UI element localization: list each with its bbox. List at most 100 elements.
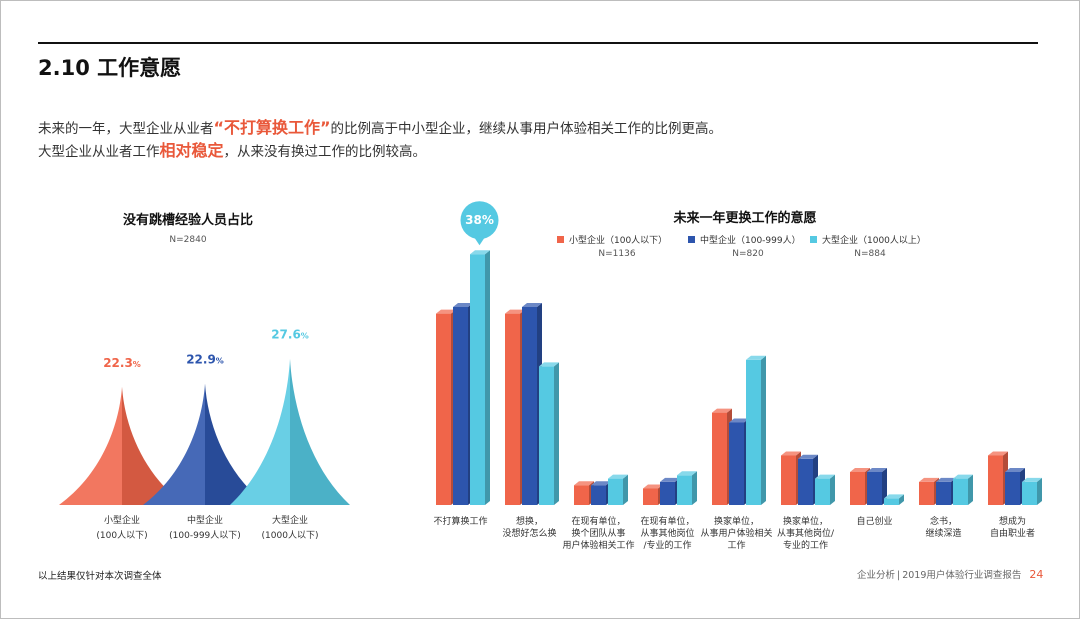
bar-category-label: 自己创业	[856, 515, 892, 527]
bar	[712, 412, 727, 505]
legend-n: N=1136	[598, 249, 635, 259]
callout-value: 38%	[465, 213, 494, 227]
intro-highlight: “不打算换工作”	[213, 118, 331, 137]
bar-category-label: 继续深造	[925, 527, 961, 539]
page-footer: 企业分析 | 2019用户体验行业调查报告 24	[857, 567, 1043, 581]
bar-category-label: 从事用户体验相关	[700, 527, 772, 539]
bar-side-face	[899, 494, 904, 505]
peak-category-sub: (100-999人以下)	[169, 530, 241, 541]
bar	[936, 481, 951, 505]
bar-category-label: 换个团队从事	[571, 527, 625, 539]
bar-top-face	[436, 309, 456, 314]
peak-value-label: 22.9%	[186, 353, 224, 367]
peak-left-face	[59, 386, 122, 505]
chart1-title: 没有跳槽经验人员占比	[123, 212, 253, 228]
peak-category-label: 大型企业	[272, 514, 308, 526]
footnote: 以上结果仅针对本次调查全体	[38, 571, 162, 582]
bar	[453, 307, 468, 505]
bar-side-face	[485, 250, 490, 505]
peak-right-face	[205, 383, 267, 505]
bar-top-face	[988, 451, 1008, 456]
intro-text: 未来的一年，大型企业从业者	[38, 121, 214, 137]
bar-category-label: 专业的工作	[783, 539, 828, 551]
bar-category-label: 想换，	[516, 515, 543, 527]
bar-category-label: 不打算换工作	[433, 515, 487, 527]
bar-category-label: 没想好怎么换	[502, 527, 556, 539]
bar-top-face	[746, 355, 766, 360]
bar-category-label: 换家单位，	[783, 515, 828, 527]
bar-side-face	[554, 362, 559, 505]
legend-label: 小型企业（100人以下）	[569, 234, 667, 246]
bar-top-face	[677, 471, 697, 476]
bar	[574, 485, 589, 505]
bar	[919, 481, 934, 505]
bar	[505, 313, 520, 505]
bar-category-label: 自由职业者	[990, 527, 1035, 539]
bar	[608, 478, 623, 505]
peak-right-face	[122, 386, 185, 505]
peak-value-label: 22.3%	[103, 356, 141, 370]
peak-category-sub: (100人以下)	[96, 530, 147, 541]
bar-category-label: 换家单位，	[714, 515, 759, 527]
bar-side-face	[830, 474, 835, 505]
bar-category-label: 从事其他岗位/	[777, 527, 835, 539]
bar-category-label: /专业的工作	[643, 539, 691, 551]
legend-swatch	[688, 236, 695, 243]
bar	[539, 366, 554, 505]
intro-text: 的比例高于中小型企业，继续从事用户体验相关工作的比例更高。	[330, 121, 723, 137]
bar-category-label: 在现有单位，	[640, 515, 694, 527]
footer-separator: |	[897, 570, 901, 581]
bar-top-face	[884, 494, 904, 499]
bar-top-face	[867, 468, 887, 472]
top-rule	[38, 42, 1038, 44]
page-number: 24	[1029, 568, 1044, 581]
page-title: 2.10 工作意愿	[38, 56, 182, 80]
bar-category-label: 用户体验相关工作	[562, 539, 634, 551]
peak-category-label: 中型企业	[187, 514, 223, 526]
peak-left-face	[230, 358, 290, 505]
bar-top-face	[643, 484, 663, 489]
legend-swatch	[557, 236, 564, 243]
legend-label: 大型企业（1000人以上）	[822, 234, 926, 246]
bar	[798, 458, 813, 505]
callout-pointer	[473, 236, 486, 246]
footer-section: 企业分析	[857, 570, 896, 581]
bar	[850, 472, 865, 505]
bar-top-face	[522, 303, 542, 307]
bar	[729, 422, 744, 505]
bar-top-face	[729, 418, 749, 423]
bar-top-face	[574, 481, 594, 486]
bar-top-face	[1022, 477, 1042, 482]
intro-line-2: 大型企业从业者工作相对稳定，从来没有换过工作的比例较高。	[38, 137, 426, 161]
bar	[591, 485, 606, 505]
bar-side-face	[692, 471, 697, 505]
bar	[677, 475, 692, 505]
bar-top-face	[470, 250, 490, 255]
bar-top-face	[953, 474, 973, 479]
bar	[781, 455, 796, 505]
chart1-subtitle: N=2840	[169, 235, 206, 245]
intro-text: 大型企业从业者工作	[38, 144, 160, 160]
peak-left-face	[143, 383, 205, 505]
bar-top-face	[505, 309, 525, 314]
bar	[470, 254, 485, 505]
peak-value-label: 27.6%	[271, 328, 309, 342]
legend-n: N=884	[854, 249, 886, 259]
peak-category-sub: (1000人以下)	[262, 530, 319, 541]
bar-category-label: 从事其他岗位	[640, 527, 694, 539]
bar-top-face	[712, 408, 732, 413]
bar-side-face	[761, 355, 766, 505]
bar-side-face	[623, 474, 628, 505]
bar	[1005, 472, 1020, 505]
bar	[884, 498, 899, 505]
intro-text: ，从来没有换过工作的比例较高。	[223, 144, 427, 160]
bar-top-face	[539, 362, 559, 367]
bar-category-label: 念书，	[930, 515, 957, 527]
legend-label: 中型企业（100-999人）	[700, 234, 801, 246]
callout-bubble	[460, 201, 499, 240]
bar	[436, 313, 451, 505]
bar-top-face	[798, 454, 818, 459]
bar-top-face	[850, 468, 870, 472]
bar-top-face	[815, 474, 835, 479]
